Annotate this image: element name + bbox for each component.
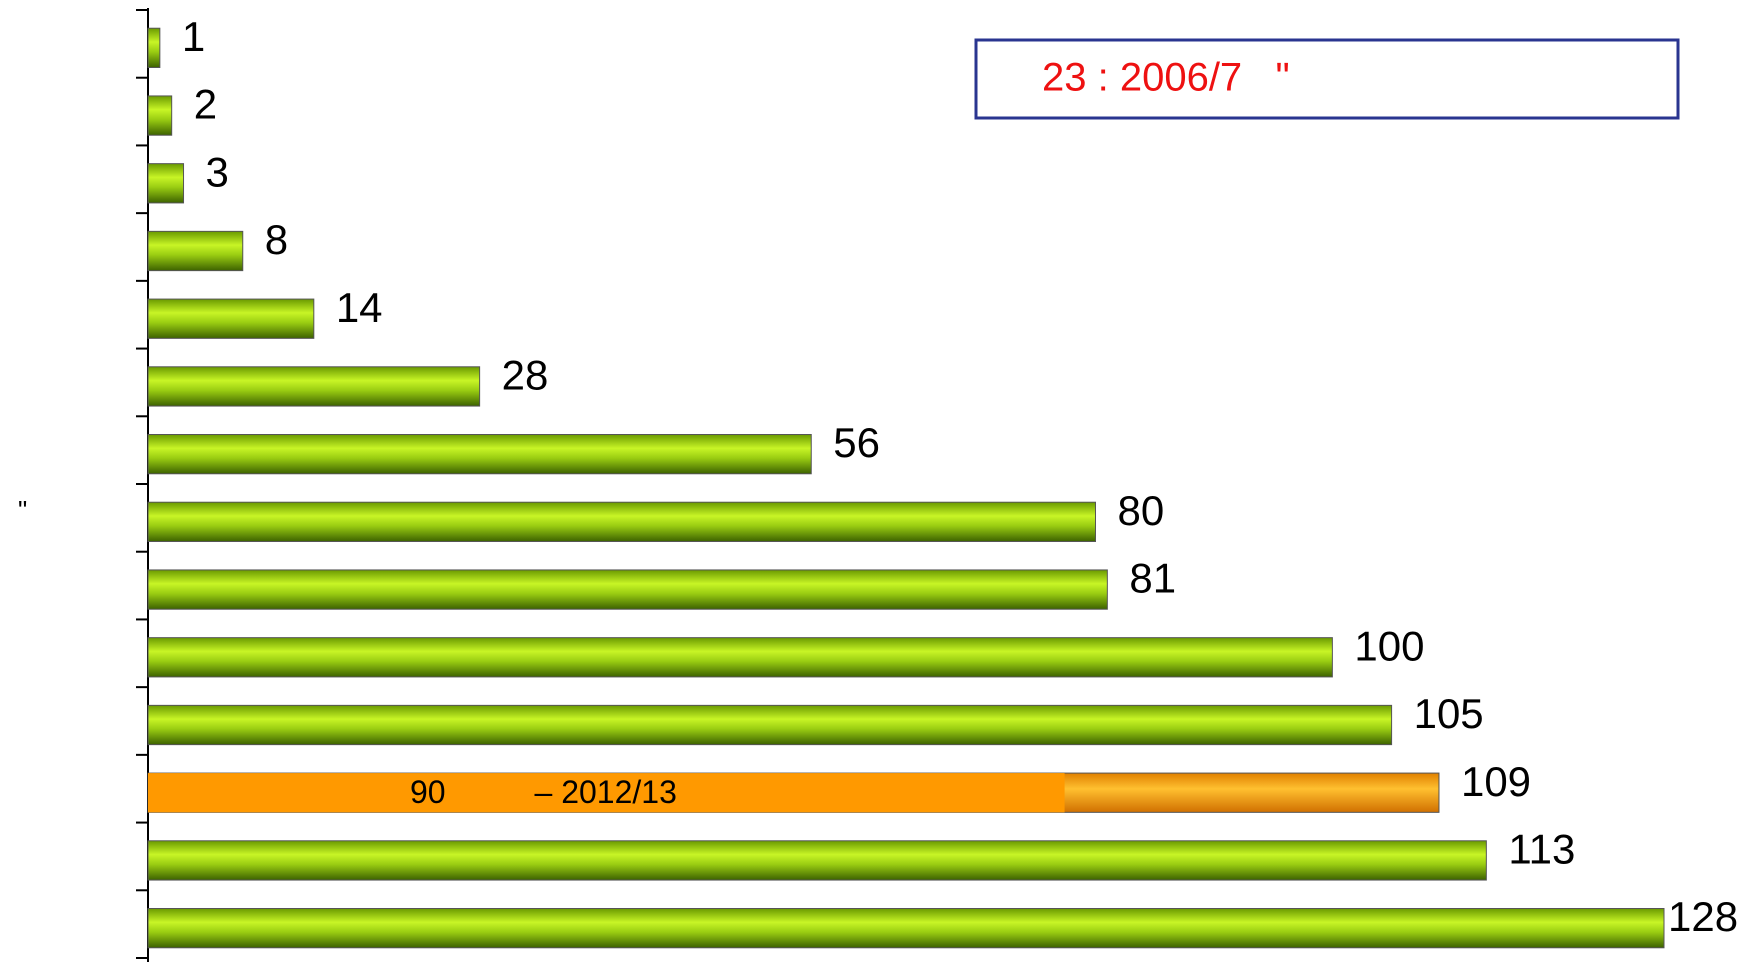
bar <box>147 95 173 136</box>
bar <box>147 908 1665 949</box>
value-label: 28 <box>502 352 549 399</box>
value-label: 56 <box>833 419 880 466</box>
bar <box>147 434 812 475</box>
bar <box>147 230 244 272</box>
value-label: 2 <box>194 81 217 128</box>
value-label: 109 <box>1461 758 1531 805</box>
bar <box>147 27 161 68</box>
value-label: 105 <box>1414 690 1484 737</box>
bar <box>147 704 1393 746</box>
value-label: 3 <box>206 148 229 195</box>
bar <box>147 569 1108 610</box>
value-label: 14 <box>336 284 383 331</box>
bar <box>147 840 1487 881</box>
value-label: 8 <box>265 216 288 263</box>
value-label: 113 <box>1508 826 1575 873</box>
bar <box>147 163 185 204</box>
bar-annotation: 90 – 2012/13 <box>410 774 677 810</box>
bar <box>147 366 481 407</box>
bar <box>147 501 1096 542</box>
y-axis-label: " <box>18 495 27 525</box>
bar-highlight <box>148 773 1065 813</box>
value-label: 128 <box>1668 893 1738 940</box>
value-label: 80 <box>1118 487 1165 534</box>
value-label: 81 <box>1129 555 1176 602</box>
bar <box>147 637 1333 678</box>
bar <box>147 298 315 339</box>
value-label: 100 <box>1354 622 1424 669</box>
annotation-text: 23 : 2006/7 " <box>1042 56 1290 100</box>
annotation-box <box>974 38 1680 120</box>
value-label: 1 <box>182 13 205 60</box>
